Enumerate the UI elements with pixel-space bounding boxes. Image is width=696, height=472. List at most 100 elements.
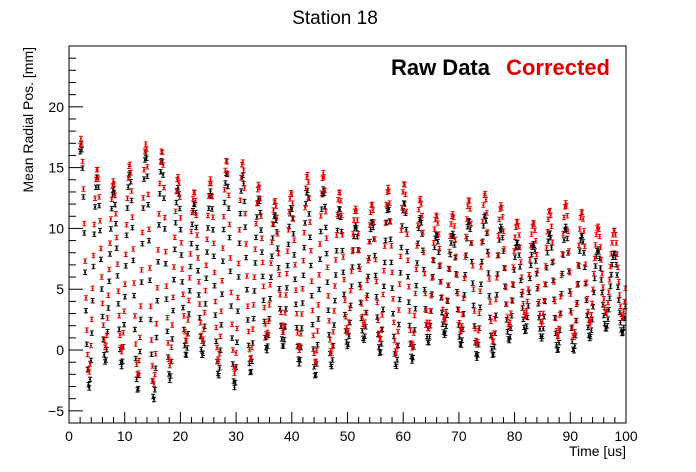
- x-tick-label: 30: [228, 428, 244, 444]
- data-point: [353, 222, 358, 228]
- data-point: [89, 330, 94, 336]
- data-point: [382, 243, 387, 249]
- data-point: [336, 196, 341, 203]
- data-point: [230, 321, 235, 327]
- data-point: [146, 201, 151, 208]
- data-point: [249, 344, 254, 351]
- data-point: [218, 333, 223, 340]
- data-point: [600, 271, 605, 277]
- data-point: [329, 350, 334, 356]
- data-point: [219, 308, 224, 314]
- data-point: [505, 314, 510, 320]
- data-point: [243, 224, 248, 230]
- data-point: [415, 260, 420, 266]
- data-point: [615, 272, 620, 278]
- data-point: [152, 381, 157, 387]
- data-point: [413, 290, 418, 297]
- data-point: [349, 283, 354, 289]
- data-point: [166, 340, 171, 346]
- data-point: [330, 357, 335, 363]
- data-point: [250, 340, 255, 346]
- y-tick-label: −5: [48, 403, 64, 419]
- data-point: [141, 195, 146, 201]
- data-point: [299, 311, 304, 317]
- series-raw-data: [78, 141, 628, 403]
- data-point: [546, 238, 551, 244]
- data-point: [267, 302, 272, 308]
- data-point: [325, 279, 330, 285]
- data-point: [609, 271, 614, 278]
- data-point: [149, 351, 154, 358]
- data-point: [200, 350, 205, 356]
- data-point: [446, 265, 451, 272]
- data-point: [599, 277, 604, 283]
- data-point: [208, 188, 213, 194]
- data-point: [376, 344, 381, 350]
- data-point: [300, 300, 305, 306]
- data-point: [589, 327, 594, 333]
- data-point: [137, 334, 142, 341]
- data-point: [615, 264, 620, 271]
- data-point: [447, 248, 452, 255]
- data-point: [201, 326, 206, 333]
- data-point: [120, 343, 125, 350]
- data-point: [108, 240, 113, 246]
- data-point: [172, 246, 177, 253]
- data-point: [405, 248, 410, 255]
- data-point: [570, 338, 575, 345]
- data-point: [474, 342, 479, 348]
- data-point: [601, 296, 606, 302]
- data-point: [309, 278, 314, 284]
- data-point: [526, 286, 531, 292]
- data-point: [281, 343, 286, 349]
- data-point: [342, 276, 347, 283]
- y-axis: −5 0 5 10 15 20: [48, 45, 83, 424]
- data-point: [477, 310, 482, 316]
- data-point: [598, 244, 603, 250]
- data-point: [299, 325, 304, 331]
- data-point: [454, 272, 459, 278]
- data-point: [176, 180, 181, 186]
- data-point: [122, 281, 127, 287]
- data-point: [565, 235, 570, 242]
- data-point: [481, 223, 486, 229]
- series-corrected: [78, 135, 628, 387]
- data-point: [269, 253, 274, 259]
- data-point: [529, 251, 534, 258]
- data-point: [124, 232, 129, 238]
- data-point: [185, 345, 190, 351]
- data-point: [392, 337, 397, 344]
- data-point: [367, 222, 372, 228]
- data-point: [288, 196, 293, 202]
- data-point: [157, 180, 162, 187]
- data-point: [405, 273, 410, 280]
- data-point: [259, 249, 264, 255]
- data-point: [228, 268, 233, 275]
- data-point: [292, 252, 297, 258]
- data-point: [298, 343, 303, 349]
- data-point: [346, 327, 351, 334]
- data-point: [152, 387, 157, 393]
- data-point: [137, 357, 142, 364]
- data-point: [461, 295, 466, 301]
- data-point: [478, 288, 483, 294]
- data-point: [206, 205, 211, 212]
- data-point: [489, 332, 494, 338]
- data-point: [508, 310, 513, 316]
- data-point: [236, 274, 241, 280]
- data-point: [348, 302, 353, 309]
- data-point: [147, 237, 152, 244]
- data-point: [310, 307, 315, 314]
- data-point: [309, 292, 314, 299]
- data-point: [620, 329, 625, 336]
- data-point: [225, 171, 230, 177]
- data-point: [301, 272, 306, 278]
- data-point: [203, 301, 208, 307]
- data-point: [402, 201, 407, 207]
- data-point: [545, 250, 550, 256]
- data-point: [414, 266, 419, 273]
- data-point: [186, 317, 191, 323]
- data-point: [383, 237, 388, 244]
- data-point: [177, 205, 182, 212]
- data-point: [356, 263, 361, 270]
